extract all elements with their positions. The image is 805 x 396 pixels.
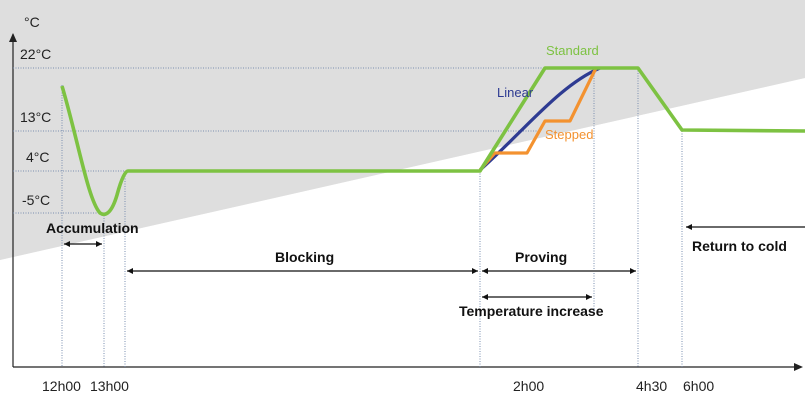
y-tick-4: 4°C — [26, 149, 50, 165]
phase-label-accumulation: Accumulation — [46, 220, 139, 236]
x-tick-2h00: 2h00 — [513, 378, 544, 394]
series-label-standard: Standard — [546, 43, 599, 58]
series-label-stepped: Stepped — [545, 127, 593, 142]
series-label-linear: Linear — [497, 85, 534, 100]
x-axis-arrow — [794, 363, 803, 371]
arrowhead-block-left — [127, 268, 133, 274]
arrowhead-prov-left — [482, 268, 488, 274]
phase-label-blocking: Blocking — [275, 249, 334, 265]
arrowhead-prov-right — [630, 268, 636, 274]
y-tick-13: 13°C — [20, 109, 51, 125]
series-linear-line — [478, 66, 601, 172]
arrowhead-return-left — [686, 224, 692, 230]
y-axis-arrow — [9, 33, 17, 42]
series-stepped-line — [478, 67, 598, 172]
arrowhead-acc-right — [96, 241, 102, 247]
x-tick-12h00: 12h00 — [42, 378, 81, 394]
phase-label-proving: Proving — [515, 249, 567, 265]
upper-band — [0, 0, 805, 260]
y-tick-22: 22°C — [20, 46, 51, 62]
arrowhead-block-right — [472, 268, 478, 274]
arrowhead-acc-left — [64, 241, 70, 247]
phase-label-temperature-increase: Temperature increase — [459, 303, 604, 319]
y-tick-minus5: -5°C — [22, 192, 50, 208]
arrowhead-temp-left — [482, 294, 488, 300]
arrowhead-temp-right — [586, 294, 592, 300]
lower-band — [0, 0, 805, 260]
x-tick-6h00: 6h00 — [683, 378, 714, 394]
phase-label-return-to-cold: Return to cold — [692, 238, 787, 254]
y-axis-label: °C — [24, 14, 40, 30]
series-standard-line — [60, 66, 805, 217]
x-tick-4h30: 4h30 — [636, 378, 667, 394]
x-tick-13h00: 13h00 — [90, 378, 129, 394]
